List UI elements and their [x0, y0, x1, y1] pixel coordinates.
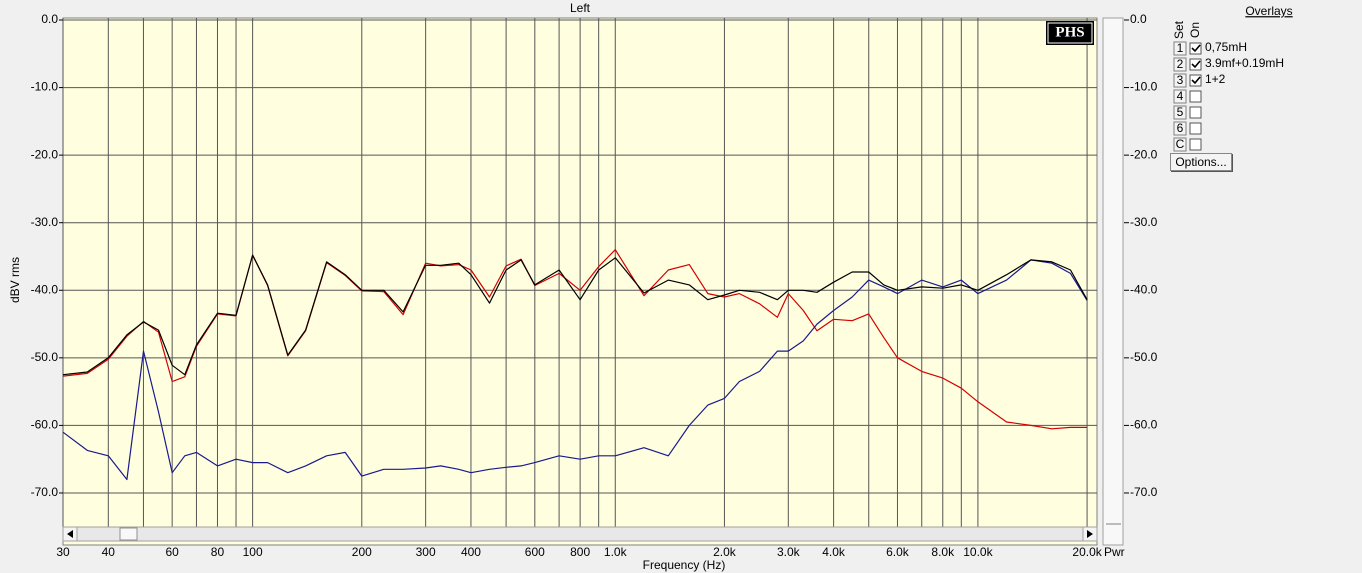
set-button[interactable]	[1173, 137, 1187, 152]
set-button[interactable]	[1173, 89, 1187, 104]
x-tick-label: 600	[525, 545, 545, 559]
logo-box	[1046, 21, 1094, 45]
y-tick-label: 0.0	[41, 12, 58, 26]
set-button[interactable]	[1173, 73, 1187, 88]
y-tick-label: -20.0	[31, 147, 59, 161]
x-tick-label: 40	[102, 545, 116, 559]
x-tick-label: 4.0k	[822, 545, 846, 559]
y-axis-label: dBV rms	[8, 257, 22, 303]
x-axis-label: Frequency (Hz)	[643, 558, 726, 572]
y-tick-label: -40.0	[31, 282, 59, 296]
on-header: On	[1188, 22, 1202, 38]
overlay-checkbox[interactable]	[1189, 74, 1202, 87]
x-tick-label: 60	[165, 545, 179, 559]
y2-tick-label: -40.0	[1130, 282, 1158, 296]
y2-tick-label: -20.0	[1130, 147, 1158, 161]
overlay-checkbox[interactable]	[1189, 42, 1202, 55]
x-tick-label: 1.0k	[604, 545, 628, 559]
scroll-thumb[interactable]	[119, 527, 138, 541]
x-tick-label: 400	[461, 545, 481, 559]
set-button[interactable]	[1173, 105, 1187, 120]
set-number: 6	[1177, 121, 1184, 135]
legend-entry: 3.9mf+0.19mH	[1205, 56, 1284, 70]
x-tick-label: 6.0k	[886, 545, 910, 559]
power-meter	[1102, 17, 1124, 546]
y2-axis-label: Pwr	[1104, 545, 1125, 559]
x-tick-label: 20.0k	[1072, 545, 1102, 559]
y-tick-label: -10.0	[31, 80, 59, 94]
overlay-checkbox[interactable]	[1189, 90, 1202, 103]
arrow-left	[67, 530, 73, 538]
y2-tick-label: -10.0	[1130, 80, 1158, 94]
set-number: C	[1176, 137, 1185, 151]
set-number: 1	[1177, 41, 1184, 55]
y2-tick-label: -30.0	[1130, 215, 1158, 229]
scrollbar[interactable]	[62, 526, 1098, 542]
set-header: Set	[1172, 20, 1186, 39]
x-tick-label: 3.0k	[777, 545, 801, 559]
set-button[interactable]	[1173, 41, 1187, 56]
set-number: 4	[1177, 89, 1184, 103]
y2-tick-label: -60.0	[1130, 418, 1158, 432]
legend-entry: 0,75mH	[1205, 40, 1247, 54]
y-tick-label: -30.0	[31, 215, 59, 229]
check-mark	[1191, 60, 1201, 69]
set-number: 3	[1177, 73, 1184, 87]
arrow-right	[1087, 530, 1093, 538]
x-tick-label: 100	[243, 545, 263, 559]
y-tick-label: -50.0	[31, 350, 59, 364]
overlay-checkbox[interactable]	[1189, 138, 1202, 151]
y-tick-label: -60.0	[31, 418, 59, 432]
logo: PHS	[1055, 24, 1084, 40]
options-button[interactable]: Options...	[1170, 153, 1232, 171]
legend-entry: 1+2	[1205, 72, 1226, 86]
x-tick-label: 300	[416, 545, 436, 559]
x-tick-label: 800	[570, 545, 590, 559]
set-button[interactable]	[1173, 57, 1187, 72]
y2-tick-label: -70.0	[1130, 485, 1158, 499]
trace	[62, 254, 1088, 376]
chart-title: Left	[570, 1, 591, 15]
x-tick-label: 30	[56, 545, 70, 559]
overlay-list: 1 0,75mH 2 3.9mf+0.19mH 3 1+2 4 5 6 C	[1173, 40, 1284, 152]
set-number: 2	[1177, 57, 1184, 71]
traces	[62, 249, 1088, 481]
check-mark	[1191, 44, 1201, 53]
set-number: 5	[1177, 105, 1184, 119]
logo-frame	[1047, 22, 1093, 44]
overlays-title: Overlays	[1245, 4, 1292, 18]
overlay-checkbox[interactable]	[1189, 122, 1202, 135]
x-tick-label: 200	[352, 545, 372, 559]
x-tick-label: 80	[211, 545, 225, 559]
y2-tick-label: 0.0	[1130, 12, 1147, 26]
trace	[62, 259, 1088, 481]
x-tick-label: 10.0k	[963, 545, 993, 559]
x-tick-label: 2.0k	[713, 545, 737, 559]
y-tick-label: -70.0	[31, 485, 59, 499]
overlay-checkbox[interactable]	[1189, 58, 1202, 71]
trace	[62, 249, 1088, 430]
overlay-checkbox[interactable]	[1189, 106, 1202, 119]
y2-tick-label: -50.0	[1130, 350, 1158, 364]
set-button[interactable]	[1173, 121, 1187, 136]
x-tick-label: 8.0k	[931, 545, 955, 559]
check-mark	[1191, 76, 1201, 85]
